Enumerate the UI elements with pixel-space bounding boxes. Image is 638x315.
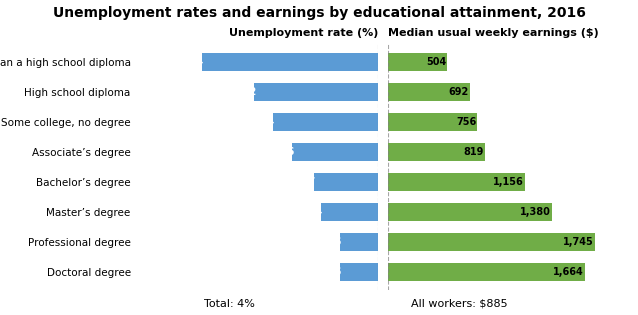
Bar [314,173,378,191]
Bar [387,263,585,281]
Text: 7.4: 7.4 [187,57,204,67]
Bar [292,143,378,161]
Bar [274,113,378,131]
Bar [340,263,378,281]
Text: 1,664: 1,664 [553,267,584,277]
Text: 1.6: 1.6 [325,237,342,247]
Text: 3.6: 3.6 [277,147,294,157]
Bar [255,83,378,101]
Bar [387,113,477,131]
Text: Median usual weekly earnings ($): Median usual weekly earnings ($) [387,28,598,38]
Bar [387,233,595,251]
Text: 5.2: 5.2 [239,87,256,97]
Text: 1,380: 1,380 [519,207,551,217]
Bar [387,143,485,161]
Text: 504: 504 [426,57,446,67]
Bar [202,53,378,71]
Bar [321,203,378,221]
Bar [387,53,447,71]
Text: 2.7: 2.7 [299,177,316,187]
Bar [387,203,552,221]
Text: 692: 692 [449,87,468,97]
Text: All workers: $885: All workers: $885 [411,299,508,309]
Text: 819: 819 [463,147,484,157]
Text: Unemployment rates and earnings by educational attainment, 2016: Unemployment rates and earnings by educa… [52,6,586,20]
Bar [387,83,470,101]
Text: Total: 4%: Total: 4% [204,299,255,309]
Text: Unemployment rate (%): Unemployment rate (%) [228,28,378,38]
Text: 2.4: 2.4 [306,207,323,217]
Text: 4.4: 4.4 [258,117,276,127]
Text: 756: 756 [456,117,476,127]
Bar [387,173,525,191]
Text: 1.6: 1.6 [325,267,342,277]
Text: 1,745: 1,745 [563,237,594,247]
Text: 1,156: 1,156 [493,177,524,187]
Bar [340,233,378,251]
